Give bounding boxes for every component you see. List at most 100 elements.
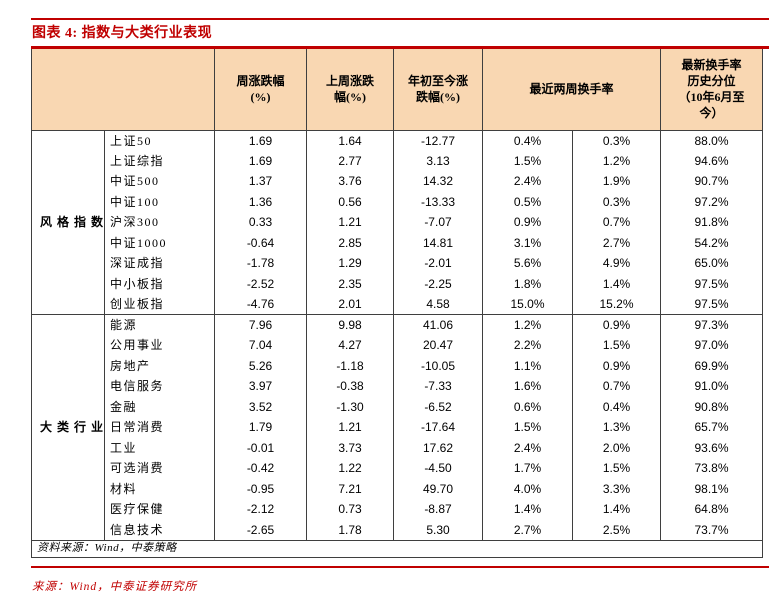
value-cell: 7.96 — [214, 314, 307, 335]
value-cell: 1.21 — [306, 417, 394, 438]
value-cell: 1.2% — [482, 314, 573, 335]
table-row: 大类行业 能源 7.96 9.98 41.06 1.2% 0.9% 97.3% — [31, 314, 764, 541]
value-cell: 1.22 — [306, 458, 394, 479]
value-cell: -17.64 — [393, 417, 483, 438]
row-name: 上证综指 — [104, 150, 215, 171]
value-cell: 98.1% — [660, 478, 764, 499]
value-cell: 2.0% — [571, 437, 662, 458]
bottom-rule — [31, 565, 769, 568]
value-cell: 14.32 — [393, 171, 483, 192]
value-cell: 1.78 — [306, 519, 394, 540]
group-label: 大类行业 — [31, 314, 105, 541]
value-cell: 14.81 — [393, 232, 483, 253]
value-cell: 0.73 — [306, 499, 394, 520]
value-cell: 3.52 — [214, 396, 307, 417]
table-row: 信息技术 -2.65 1.78 5.30 2.7% 2.5% 73.7% — [32, 519, 764, 540]
value-cell: 3.73 — [306, 437, 394, 458]
value-cell: 97.0% — [660, 335, 764, 356]
value-cell: 1.5% — [482, 417, 573, 438]
value-cell: 3.97 — [214, 376, 307, 397]
value-cell: 2.7% — [571, 232, 662, 253]
value-cell: 0.5% — [482, 191, 573, 212]
value-cell: -0.01 — [214, 437, 307, 458]
value-cell: 2.5% — [571, 519, 662, 540]
value-cell: 0.4% — [571, 396, 662, 417]
row-name: 能源 — [104, 314, 215, 335]
value-cell: 3.3% — [571, 478, 662, 499]
table-row: 创业板指 -4.76 2.01 4.58 15.0% 15.2% 97.5% — [32, 294, 764, 315]
value-cell: -7.33 — [393, 376, 483, 397]
value-cell: 1.79 — [214, 417, 307, 438]
table-row: 医疗保健 -2.12 0.73 -8.87 1.4% 1.4% 64.8% — [32, 499, 764, 520]
value-cell: 1.36 — [214, 191, 307, 212]
value-cell: 64.8% — [660, 499, 764, 520]
value-cell: 1.1% — [482, 355, 573, 376]
value-cell: 91.8% — [660, 212, 764, 233]
value-cell: 1.8% — [482, 273, 573, 294]
value-cell: 69.9% — [660, 355, 764, 376]
value-cell: 1.7% — [482, 458, 573, 479]
table-row: 上证综指 1.69 2.77 3.13 1.5% 1.2% 94.6% — [32, 150, 764, 171]
row-name: 电信服务 — [104, 376, 215, 397]
value-cell: 1.21 — [306, 212, 394, 233]
value-cell: 49.70 — [393, 478, 483, 499]
value-cell: -0.42 — [214, 458, 307, 479]
value-cell: 65.0% — [660, 253, 764, 274]
value-cell: 2.77 — [306, 150, 394, 171]
table-row: 公用事业 7.04 4.27 20.47 2.2% 1.5% 97.0% — [32, 335, 764, 356]
row-name: 中证1000 — [104, 232, 215, 253]
row-name: 可选消费 — [104, 458, 215, 479]
table-row: 中小板指 -2.52 2.35 -2.25 1.8% 1.4% 97.5% — [32, 273, 764, 294]
value-cell: -2.25 — [393, 273, 483, 294]
value-cell: 1.6% — [482, 376, 573, 397]
value-cell: 1.64 — [306, 129, 394, 151]
value-cell: 97.3% — [660, 314, 764, 335]
value-cell: 2.35 — [306, 273, 394, 294]
value-cell: 1.4% — [571, 499, 662, 520]
table-row: 金融 3.52 -1.30 -6.52 0.6% 0.4% 90.8% — [32, 396, 764, 417]
row-name: 公用事业 — [104, 335, 215, 356]
value-cell: 93.6% — [660, 437, 764, 458]
header-empty-cell — [31, 49, 215, 131]
value-cell: 90.7% — [660, 171, 764, 192]
header-week-change: 周涨跌幅 (%) — [214, 49, 307, 131]
value-cell: 41.06 — [393, 314, 483, 335]
value-cell: 20.47 — [393, 335, 483, 356]
table-row: 材料 -0.95 7.21 49.70 4.0% 3.3% 98.1% — [32, 478, 764, 499]
value-cell: 97.2% — [660, 191, 764, 212]
title-underline-rule — [31, 46, 769, 49]
value-cell: 1.29 — [306, 253, 394, 274]
value-cell: 88.0% — [660, 129, 764, 151]
value-cell: 0.4% — [482, 129, 573, 151]
value-cell: 4.27 — [306, 335, 394, 356]
value-cell: 1.3% — [571, 417, 662, 438]
value-cell: -0.38 — [306, 376, 394, 397]
header-row: 周涨跌幅 (%) 上周涨跌 幅(%) 年初至今涨 跌幅(%) 最近两周换手率 最… — [31, 49, 764, 131]
value-cell: 7.04 — [214, 335, 307, 356]
row-name: 工业 — [104, 437, 215, 458]
value-cell: 0.6% — [482, 396, 573, 417]
value-cell: 0.3% — [571, 129, 662, 151]
value-cell: 94.6% — [660, 150, 764, 171]
value-cell: 54.2% — [660, 232, 764, 253]
header-lastweek-change: 上周涨跌 幅(%) — [306, 49, 394, 131]
value-cell: -7.07 — [393, 212, 483, 233]
value-cell: 4.58 — [393, 294, 483, 315]
value-cell: -4.76 — [214, 294, 307, 315]
table-source-note: 资料来源：Wind，中泰策略 — [31, 539, 763, 557]
value-cell: 97.5% — [660, 273, 764, 294]
table-row: 风格指数 上证50 1.69 1.64 -12.77 0.4% 0.3% 88.0% — [31, 129, 764, 315]
value-cell: 90.8% — [660, 396, 764, 417]
value-cell: -0.64 — [214, 232, 307, 253]
value-cell: 4.0% — [482, 478, 573, 499]
value-cell: 5.30 — [393, 519, 483, 540]
value-cell: 1.5% — [482, 150, 573, 171]
header-ytd-change: 年初至今涨 跌幅(%) — [393, 49, 483, 131]
table-row: 工业 -0.01 3.73 17.62 2.4% 2.0% 93.6% — [32, 437, 764, 458]
value-cell: 1.9% — [571, 171, 662, 192]
value-cell: 65.7% — [660, 417, 764, 438]
group-label: 风格指数 — [31, 129, 105, 315]
value-cell: 5.26 — [214, 355, 307, 376]
index-industry-performance-table: 周涨跌幅 (%) 上周涨跌 幅(%) 年初至今涨 跌幅(%) 最近两周换手率 最… — [31, 49, 764, 558]
